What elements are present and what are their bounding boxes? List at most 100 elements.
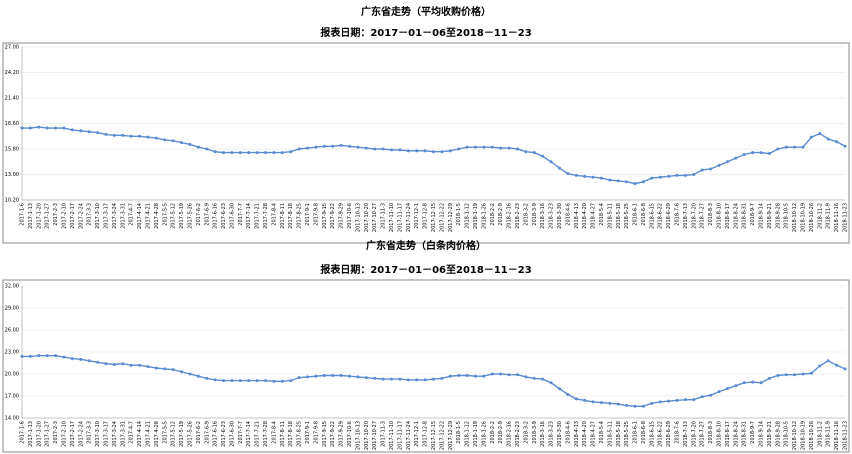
x-tick-label: 2018-11-16 <box>834 203 840 232</box>
x-tick-label: 2017-3-17 <box>103 421 109 447</box>
x-tick-label: 2017-10-13 <box>355 421 361 450</box>
data-point <box>574 397 578 401</box>
x-tick-label: 2018-6-22 <box>658 421 664 447</box>
x-tick-label: 2018-1-12 <box>465 421 471 447</box>
data-point <box>583 398 587 402</box>
x-tick-label: 2017-11-17 <box>397 421 403 450</box>
data-point <box>356 375 360 379</box>
data-point <box>482 374 486 378</box>
data-point <box>625 180 629 184</box>
x-tick-label: 2018-2-9 <box>498 203 504 226</box>
data-point <box>96 360 100 364</box>
x-tick-label: 2017-4-14 <box>137 421 143 447</box>
data-point <box>138 363 142 367</box>
data-point <box>238 379 242 383</box>
data-point <box>45 354 49 358</box>
x-tick-label: 2018-8-10 <box>717 421 723 447</box>
x-tick-label: 2018-6-15 <box>649 421 655 447</box>
y-tick-label: 18.60 <box>5 121 19 127</box>
data-point <box>196 145 200 149</box>
data-point <box>641 404 645 408</box>
data-point <box>599 176 603 180</box>
x-tick-label: 2017-5-5 <box>162 203 168 226</box>
data-point <box>390 377 394 381</box>
x-tick-label: 2018-1-5 <box>456 421 462 444</box>
data-point <box>843 144 847 148</box>
data-point <box>339 373 343 377</box>
x-tick-label: 2017-12-8 <box>423 203 429 229</box>
x-tick-label: 2017-12-29 <box>448 203 454 232</box>
data-point <box>776 147 780 151</box>
x-tick-label: 2017-5-5 <box>162 421 168 444</box>
x-tick-label: 2017-9-15 <box>322 203 328 229</box>
x-tick-label: 2017-10-20 <box>364 421 370 450</box>
x-tick-label: 2018-10-12 <box>792 421 798 450</box>
data-point <box>213 150 217 154</box>
x-tick-label: 2018-6-29 <box>666 203 672 229</box>
x-tick-label: 2017-5-26 <box>187 421 193 447</box>
x-tick-label: 2017-2-17 <box>70 203 76 229</box>
data-point <box>373 376 377 380</box>
x-tick-label: 2018-3-2 <box>523 421 529 444</box>
x-tick-label: 2018-7-13 <box>683 203 689 229</box>
x-tick-label: 2018-7-20 <box>691 421 697 447</box>
x-tick-label: 2017-6-23 <box>221 203 227 229</box>
data-point <box>339 143 343 147</box>
x-tick-label: 2018-6-8 <box>641 203 647 226</box>
data-point <box>280 151 284 155</box>
chart-frame <box>2 279 850 453</box>
x-tick-label: 2018-8-10 <box>717 203 723 229</box>
x-tick-label: 2018-5-11 <box>607 421 613 447</box>
data-point <box>843 367 847 371</box>
x-tick-label: 2017-3-31 <box>120 421 126 447</box>
data-point <box>54 126 58 130</box>
x-tick-label: 2017-8-4 <box>271 421 277 444</box>
x-tick-label: 2018-9-7 <box>750 203 756 226</box>
x-tick-label: 2017-3-3 <box>87 203 93 226</box>
x-tick-label: 2018-5-18 <box>616 203 622 229</box>
data-point <box>692 398 696 402</box>
x-tick-label: 2017-12-29 <box>448 421 454 450</box>
data-point <box>129 134 133 138</box>
x-tick-label: 2018-9-28 <box>775 203 781 229</box>
data-point <box>163 367 167 371</box>
x-tick-label: 2017-10-20 <box>364 203 370 232</box>
x-tick-label: 2017-2-3 <box>53 421 59 444</box>
line-series <box>22 126 846 185</box>
x-tick-label: 2017-12-8 <box>423 421 429 447</box>
data-point <box>322 373 326 377</box>
x-tick-label: 2018-11-9 <box>826 421 832 447</box>
x-tick-label: 2018-1-26 <box>481 421 487 447</box>
data-point <box>608 401 612 405</box>
data-point <box>213 378 217 382</box>
x-tick-label: 2017-3-31 <box>120 203 126 229</box>
data-point <box>54 354 58 358</box>
data-point <box>180 370 184 374</box>
data-point <box>196 374 200 378</box>
y-tick-label: 27.00 <box>5 45 19 51</box>
x-tick-label: 2017-7-21 <box>255 421 261 447</box>
data-point <box>499 372 503 376</box>
x-tick-label: 2018-8-3 <box>708 421 714 444</box>
data-point <box>599 401 603 405</box>
x-tick-label: 2018-6-22 <box>658 203 664 229</box>
data-point <box>541 377 545 381</box>
data-point <box>683 173 687 177</box>
x-tick-label: 2017-10-27 <box>372 203 378 232</box>
x-tick-label: 2017-2-24 <box>78 421 84 447</box>
x-tick-label: 2017-6-16 <box>213 203 219 229</box>
data-point <box>364 376 368 380</box>
x-tick-label: 2017-7-21 <box>255 203 261 229</box>
data-point <box>87 359 91 363</box>
x-tick-label: 2018-5-25 <box>624 203 630 229</box>
x-tick-label: 2017-4-7 <box>129 421 135 444</box>
data-point <box>70 128 74 132</box>
data-point <box>440 376 444 380</box>
x-tick-label: 2017-6-9 <box>204 421 210 444</box>
data-point <box>457 373 461 377</box>
data-point <box>163 138 167 142</box>
x-tick-label: 2017-8-11 <box>280 203 286 229</box>
x-tick-label: 2018-6-8 <box>641 421 647 444</box>
data-point <box>314 374 318 378</box>
